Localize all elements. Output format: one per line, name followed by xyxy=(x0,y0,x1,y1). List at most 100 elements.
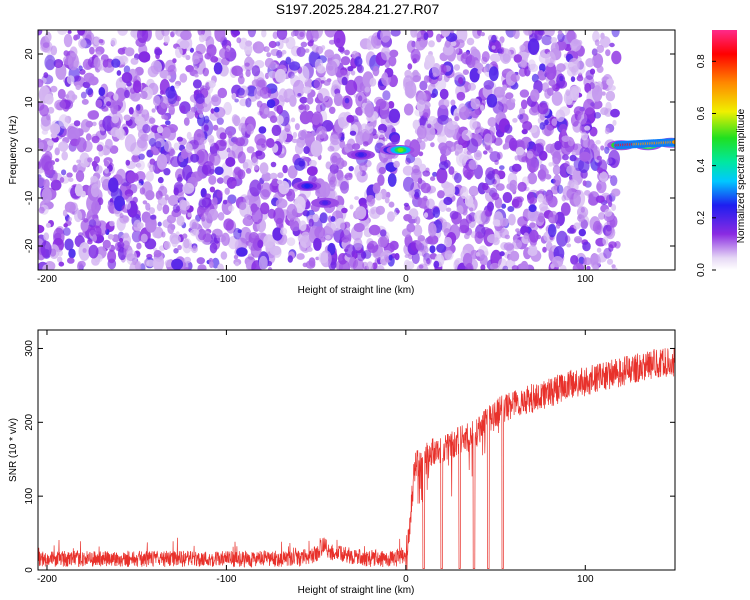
noise-blob xyxy=(107,249,117,264)
noise-blob xyxy=(183,238,190,249)
noise-blob xyxy=(522,30,533,36)
noise-blob xyxy=(311,111,323,129)
noise-blob xyxy=(211,257,220,269)
noise-blob xyxy=(326,78,332,83)
noise-blob xyxy=(407,63,413,70)
noise-blob xyxy=(503,242,514,251)
noise-blob xyxy=(388,254,393,261)
noise-blob xyxy=(98,87,106,97)
noise-blob xyxy=(328,39,336,45)
noise-blob xyxy=(522,121,533,131)
noise-blob xyxy=(528,106,540,116)
noise-blob xyxy=(480,31,485,37)
noise-blob xyxy=(148,207,155,215)
noise-blob xyxy=(278,180,290,195)
noise-blob xyxy=(448,166,455,175)
noise-blob xyxy=(450,41,457,47)
noise-blob xyxy=(551,118,558,126)
noise-blob xyxy=(267,70,278,79)
noise-blob xyxy=(153,249,162,258)
noise-blob xyxy=(82,248,87,253)
noise-blob xyxy=(582,257,592,266)
noise-blob xyxy=(242,161,249,169)
noise-blob xyxy=(245,69,251,77)
noise-blob xyxy=(47,106,55,114)
noise-blob xyxy=(89,46,95,55)
noise-blob xyxy=(491,45,496,50)
noise-blob xyxy=(122,240,130,249)
noise-blob xyxy=(180,200,190,211)
noise-blob xyxy=(413,224,423,237)
noise-blob xyxy=(417,179,427,190)
noise-blob xyxy=(459,218,470,234)
noise-blob xyxy=(436,243,447,253)
noise-blob xyxy=(222,199,228,205)
noise-blob xyxy=(443,99,450,106)
noise-blob xyxy=(133,219,142,232)
noise-blob xyxy=(477,30,482,36)
noise-blob xyxy=(233,166,242,176)
noise-blob xyxy=(77,30,85,36)
noise-blob xyxy=(173,142,180,151)
noise-blob xyxy=(38,142,45,150)
noise-blob xyxy=(330,134,339,143)
noise-blob xyxy=(489,53,502,63)
noise-blob xyxy=(552,256,564,268)
noise-blob xyxy=(136,160,145,171)
noise-blob xyxy=(147,65,159,78)
noise-blob xyxy=(521,156,529,163)
noise-blob xyxy=(210,153,221,166)
noise-blob xyxy=(146,259,155,267)
noise-blob xyxy=(192,245,197,252)
noise-blob xyxy=(263,107,269,115)
noise-blob xyxy=(545,51,556,68)
noise-blob xyxy=(142,124,151,134)
noise-blob xyxy=(144,238,157,250)
noise-blob xyxy=(276,49,283,59)
y-tick-label: 10 xyxy=(24,96,35,108)
noise-blob xyxy=(85,120,94,128)
noise-blob xyxy=(316,65,326,74)
tone-band-core xyxy=(672,140,675,145)
y-tick-label: 100 xyxy=(24,487,35,504)
noise-blob xyxy=(266,138,275,148)
noise-blob xyxy=(138,153,145,160)
noise-blob xyxy=(239,226,252,244)
noise-blob xyxy=(290,117,296,123)
noise-blob xyxy=(601,91,606,96)
noise-blob xyxy=(410,48,421,63)
noise-blob xyxy=(519,89,530,98)
noise-blob xyxy=(210,94,222,107)
noise-blob xyxy=(166,75,171,80)
x-tick-label: 100 xyxy=(577,574,594,585)
noise-blob xyxy=(467,82,476,91)
noise-blob xyxy=(419,80,428,91)
noise-blob xyxy=(38,78,44,88)
noise-blob xyxy=(295,30,306,40)
noise-blob xyxy=(43,232,50,241)
noise-blob xyxy=(585,58,595,68)
spectral-feature xyxy=(397,148,404,152)
noise-blob xyxy=(559,106,571,117)
noise-blob xyxy=(109,220,115,227)
noise-blob xyxy=(602,236,609,246)
noise-blob xyxy=(64,201,76,213)
noise-blob xyxy=(483,150,488,155)
noise-blob xyxy=(132,196,138,204)
noise-blob xyxy=(62,209,68,217)
noise-blob xyxy=(573,189,586,208)
noise-blob xyxy=(437,125,447,137)
noise-blob xyxy=(495,183,505,191)
noise-blob xyxy=(520,99,528,110)
noise-blob xyxy=(545,194,554,204)
noise-blob xyxy=(102,59,109,68)
noise-blob xyxy=(489,151,501,163)
noise-blob xyxy=(309,159,317,167)
noise-blob xyxy=(61,169,67,176)
noise-blob xyxy=(91,160,98,168)
noise-blob xyxy=(357,64,364,74)
noise-blob xyxy=(134,116,145,126)
noise-blob xyxy=(545,62,557,81)
noise-blob xyxy=(258,126,267,134)
noise-blob xyxy=(592,53,604,69)
